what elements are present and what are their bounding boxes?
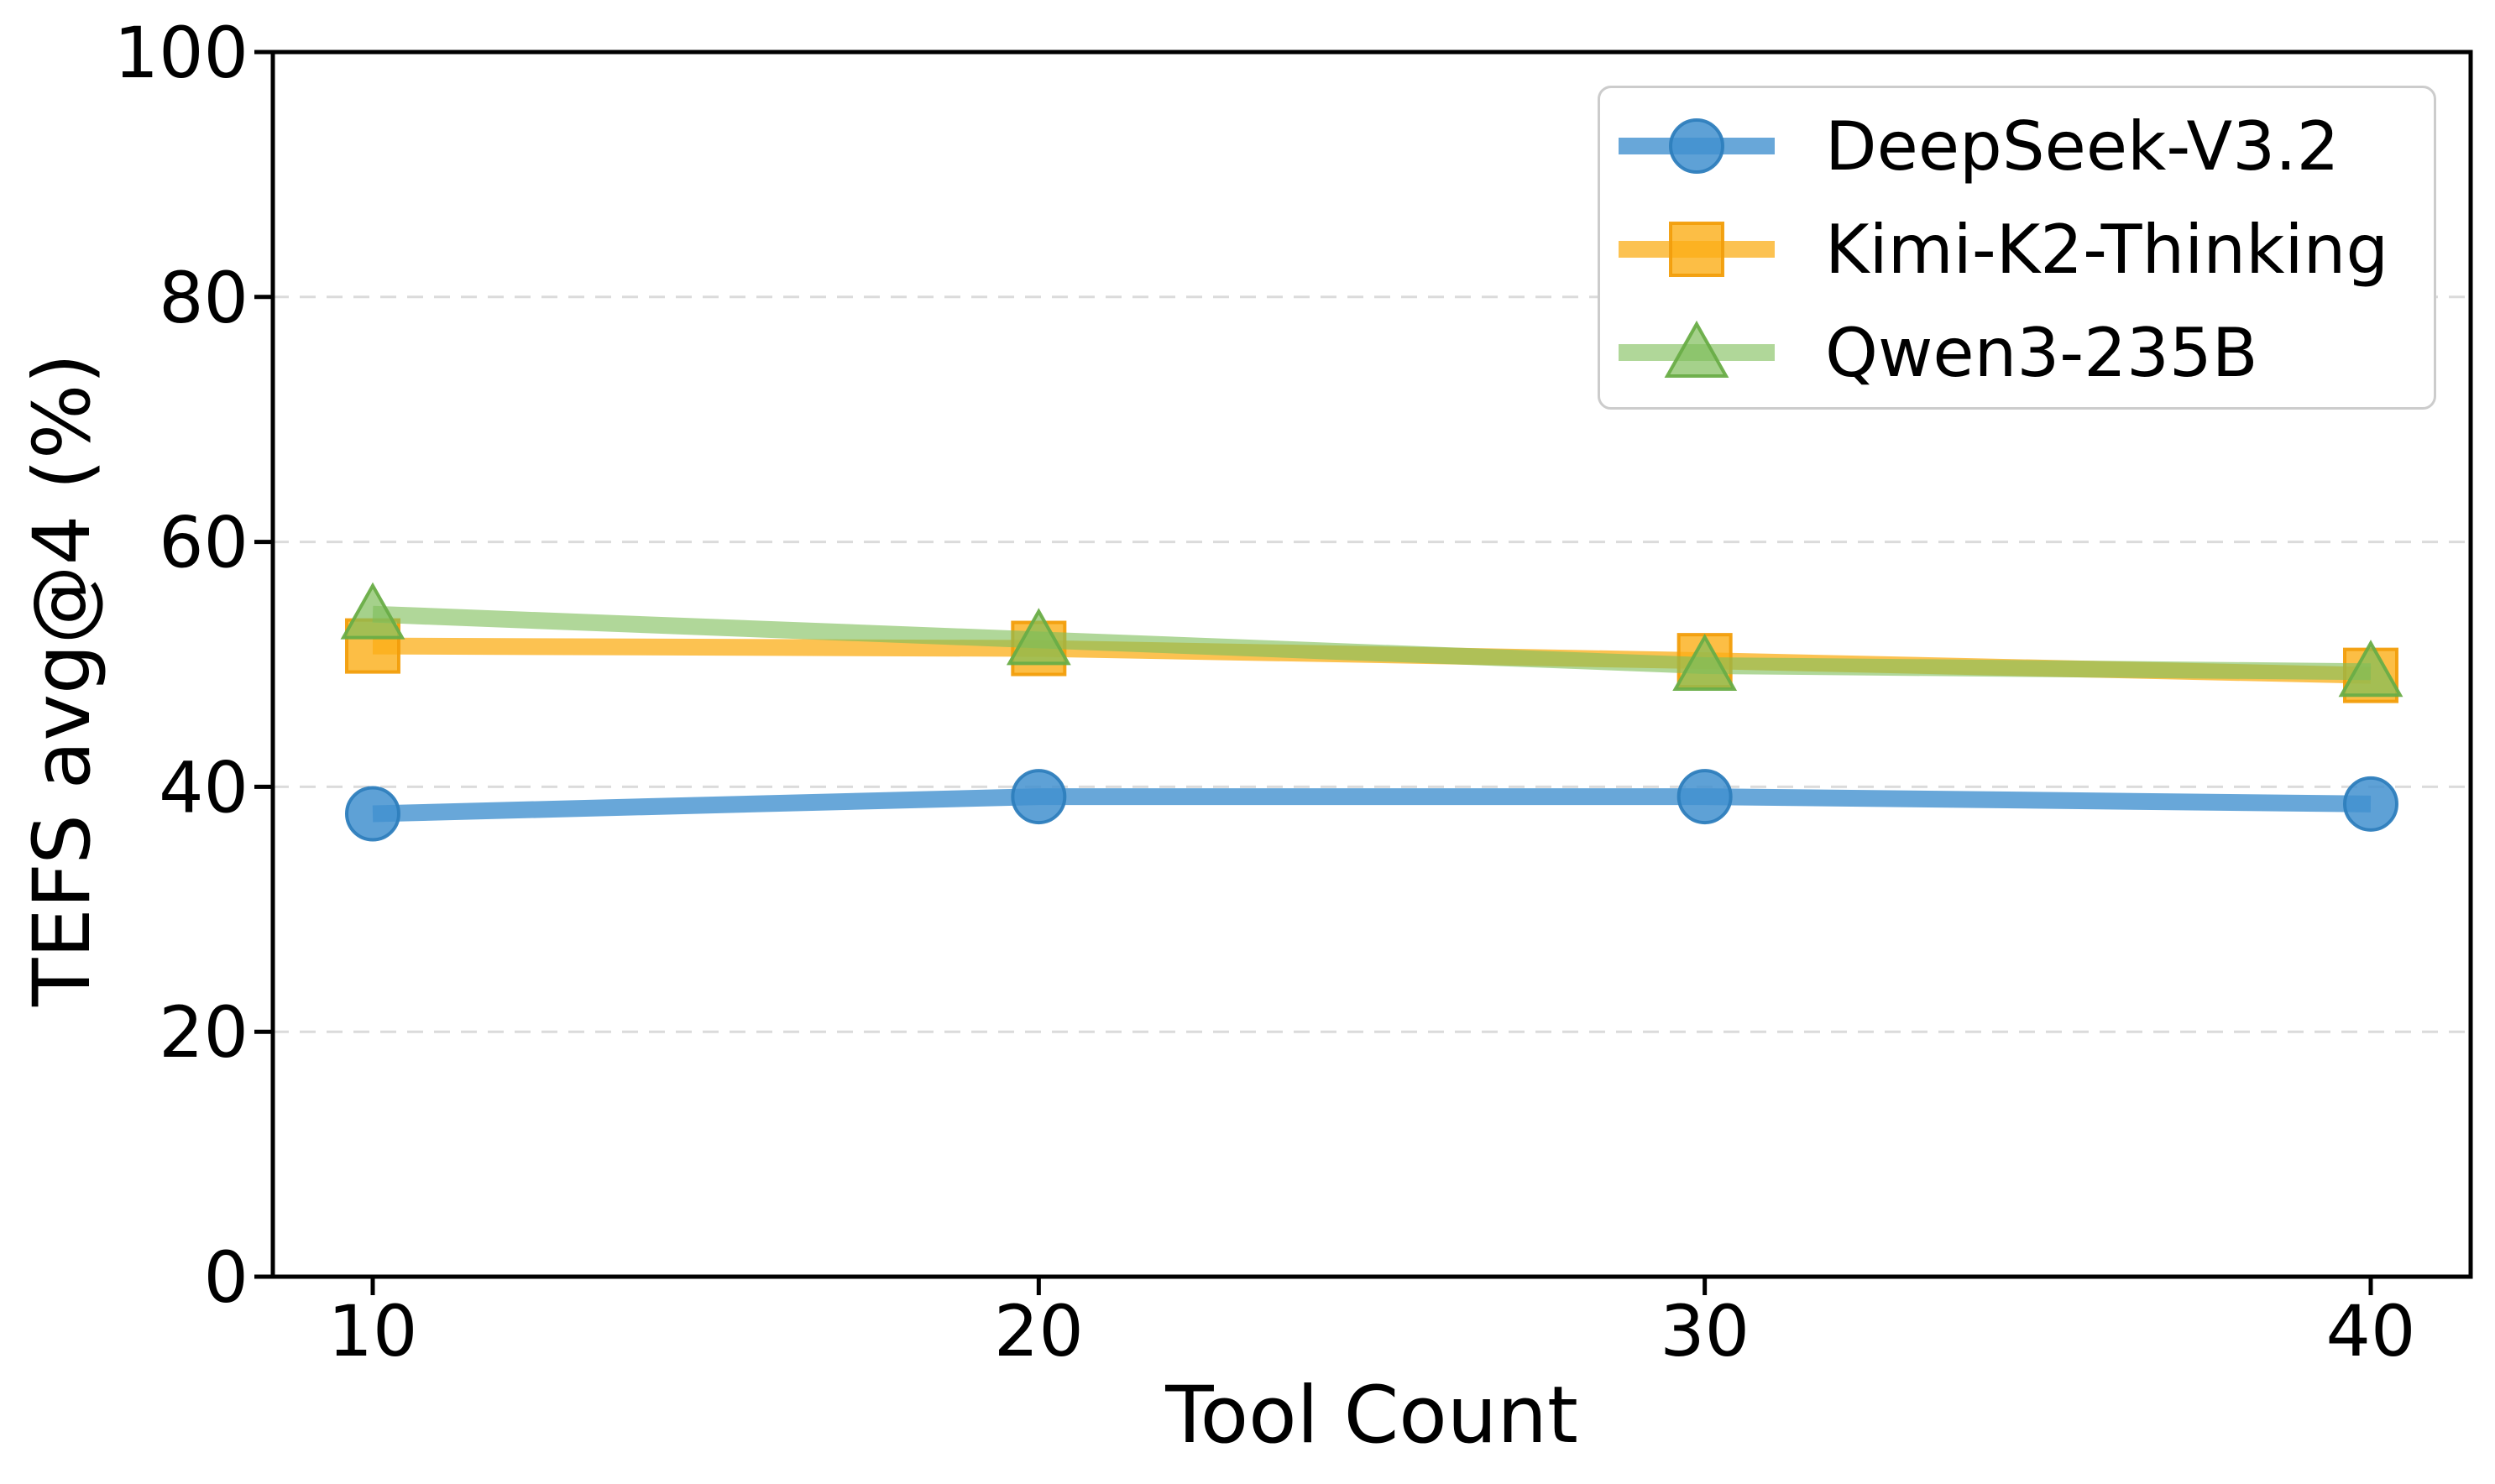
y-axis-label: TEFS avg@4 (%) [17,353,108,1007]
legend-item-deepseek: DeepSeek-V3.2 [1617,95,2434,198]
legend-label: DeepSeek-V3.2 [1825,107,2340,186]
series-marker-qwen3-235b-x40 [2338,640,2403,698]
x-tick-label-10: 10 [328,1290,418,1372]
legend: DeepSeek-V3.2 Kimi-K2-Thinking Qwen3-235… [1598,86,2436,410]
x-axis-label: Tool Count [1165,1370,1578,1461]
series-line-qwen3-235b [372,605,2372,681]
legend-item-qwen: Qwen3-235B [1617,301,2434,405]
series-line-deepseek-v3-2 [372,788,2372,823]
legend-label: Qwen3-235B [1825,313,2258,392]
y-tick-label-40: 40 [159,746,248,828]
series-marker-deepseek-v3-2-x40 [2343,776,2398,832]
legend-swatch-square-icon [1619,222,1775,277]
series-marker-deepseek-v3-2-x10 [345,786,400,842]
series-marker-deepseek-v3-2-x20 [1011,769,1067,825]
legend-swatch-triangle-icon [1619,320,1775,378]
legend-swatch-circle-icon [1619,118,1775,174]
legend-item-kimi: Kimi-K2-Thinking [1617,198,2434,301]
legend-label: Kimi-K2-Thinking [1825,210,2389,289]
series-marker-qwen3-235b-x30 [1672,633,1738,691]
y-tick-label-80: 80 [159,257,248,339]
x-tick-label-20: 20 [994,1290,1084,1372]
y-tick-label-0: 0 [204,1236,248,1319]
y-tick-label-60: 60 [159,502,248,584]
y-tick-label-100: 100 [114,12,248,94]
axes-frame [270,50,2473,1279]
x-tick-label-30: 30 [1660,1290,1750,1372]
series-marker-deepseek-v3-2-legend [1669,118,1724,174]
series-marker-deepseek-v3-2-x30 [1676,769,1733,825]
series-marker-qwen3-235b-x10 [340,582,405,640]
series-marker-qwen3-235b-x20 [1006,608,1071,666]
x-tick-label-40: 40 [2326,1290,2416,1372]
series-marker-qwen3-235b-legend [1664,320,1729,378]
series-marker-kimi-k2-thinking-legend [1669,222,1724,277]
y-tick-label-20: 20 [159,991,248,1074]
